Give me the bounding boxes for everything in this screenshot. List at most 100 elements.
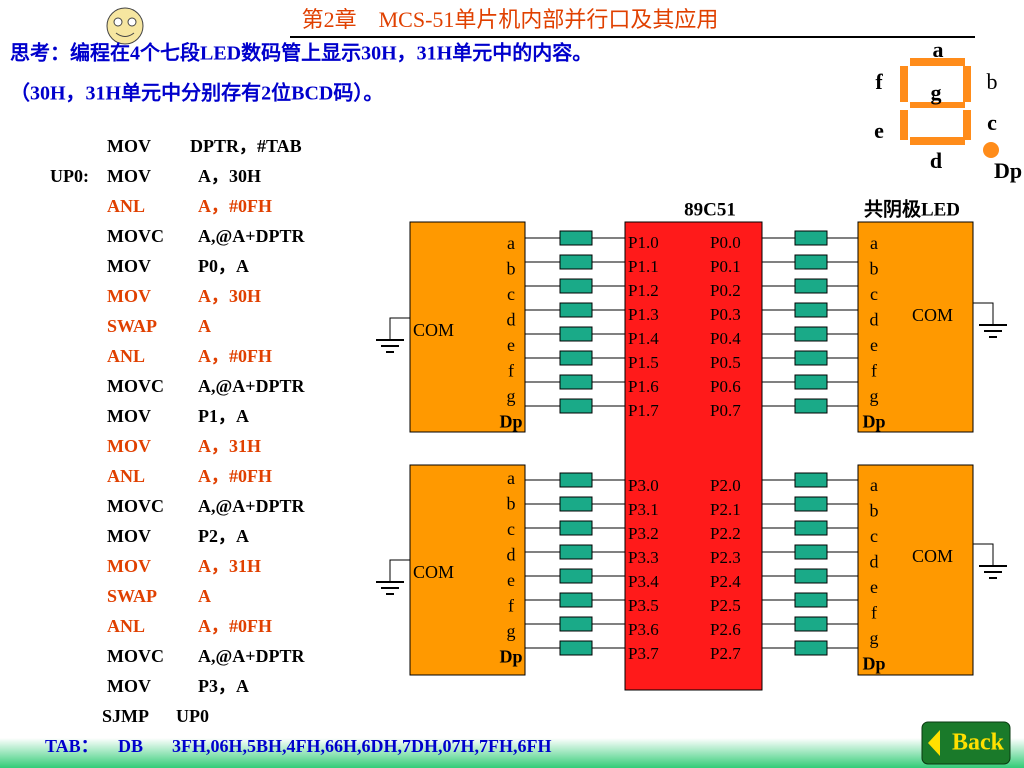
led-box xyxy=(857,221,974,433)
led-com: COM xyxy=(413,320,454,340)
tab-label: TAB： xyxy=(45,736,99,756)
resistor xyxy=(559,350,593,366)
code-arg: DPTR，#TAB xyxy=(190,136,302,156)
chip-pin: P3.1 xyxy=(628,500,659,519)
segment-label: b xyxy=(987,69,998,94)
code-op: MOV xyxy=(107,406,151,426)
led-com: COM xyxy=(912,305,953,325)
chip-pin: P0.2 xyxy=(710,281,741,300)
led-pin: g xyxy=(507,386,516,406)
code-arg: P3，A xyxy=(198,676,249,696)
resistor xyxy=(559,278,593,294)
code-op: MOV xyxy=(107,676,151,696)
ground-wire xyxy=(389,317,410,340)
resistor xyxy=(794,544,828,560)
code-arg: P1，A xyxy=(198,406,249,426)
led-pin: a xyxy=(507,468,515,488)
resistor xyxy=(794,398,828,414)
chip-pin: P3.4 xyxy=(628,572,659,591)
seven-segment xyxy=(900,58,999,158)
led-pin: f xyxy=(508,361,514,381)
resistor xyxy=(559,568,593,584)
resistor xyxy=(794,326,828,342)
led-pin: a xyxy=(870,233,878,253)
resistor xyxy=(794,568,828,584)
code-op: SWAP xyxy=(107,316,157,336)
segment-label: a xyxy=(933,37,944,62)
resistor xyxy=(559,544,593,560)
code-op: SWAP xyxy=(107,586,157,606)
chip-pin: P2.3 xyxy=(710,548,741,567)
led-pin: g xyxy=(870,386,879,406)
led-pin: Dp xyxy=(862,654,885,674)
resistor xyxy=(559,616,593,632)
chip-pin: P2.2 xyxy=(710,524,741,543)
code-op: SJMP xyxy=(102,706,149,726)
resistor xyxy=(794,520,828,536)
resistor xyxy=(559,254,593,270)
code-arg: A,@A+DPTR xyxy=(198,376,305,396)
question: 思考：编程在4个七段LED数码管上显示30H，31H单元中的内容。 xyxy=(10,41,592,65)
ground-wire xyxy=(973,543,994,566)
code-arg: P0，A xyxy=(198,256,249,276)
code-arg: P2，A xyxy=(198,526,249,546)
chip-pin: P2.4 xyxy=(710,572,741,591)
chip-pin: P3.3 xyxy=(628,548,659,567)
resistor xyxy=(794,592,828,608)
chip-pin: P2.1 xyxy=(710,500,741,519)
led-pin: e xyxy=(507,335,515,355)
chip-pin: P1.0 xyxy=(628,233,659,252)
resistor xyxy=(559,302,593,318)
chip-pin: P0.0 xyxy=(710,233,741,252)
segment-label: f xyxy=(875,69,883,94)
resistor xyxy=(794,616,828,632)
chip-pin: P3.7 xyxy=(628,644,659,663)
chip-pin: P0.5 xyxy=(710,353,741,372)
chip-pin: P3.5 xyxy=(628,596,659,615)
code-op: ANL xyxy=(107,196,145,216)
code-op: MOV xyxy=(107,136,151,156)
resistor xyxy=(559,326,593,342)
led-box xyxy=(409,221,526,433)
chip-pin: P1.5 xyxy=(628,353,659,372)
led-pin: b xyxy=(507,259,516,279)
chip-pin: P2.0 xyxy=(710,476,741,495)
resistor xyxy=(794,278,828,294)
segment-label: c xyxy=(987,110,997,135)
code-op: ANL xyxy=(107,346,145,366)
segment-label: d xyxy=(930,148,942,173)
question: （30H，31H单元中分别存有2位BCD码）。 xyxy=(10,81,383,105)
code-op: MOV xyxy=(107,436,151,456)
code-arg: A,@A+DPTR xyxy=(198,496,305,516)
code-label: UP0: xyxy=(50,166,89,186)
back-button[interactable]: Back xyxy=(921,721,1011,765)
chip-pin: P3.2 xyxy=(628,524,659,543)
resistor xyxy=(794,374,828,390)
segment-label: Dp xyxy=(994,158,1022,183)
resistor xyxy=(559,640,593,656)
code-arg: UP0 xyxy=(176,706,209,726)
resistor xyxy=(794,230,828,246)
chip-pin: P0.1 xyxy=(710,257,741,276)
resistor xyxy=(794,496,828,512)
led-pin: c xyxy=(870,284,878,304)
resistor xyxy=(559,496,593,512)
led-pin: g xyxy=(507,621,516,641)
chip-pin: P1.4 xyxy=(628,329,659,348)
footer-band xyxy=(0,738,1024,768)
chip-pin: P2.5 xyxy=(710,596,741,615)
slide-title: 第2章 MCS-51单片机内部并行口及其应用 xyxy=(302,7,719,32)
led-pin: d xyxy=(507,310,516,330)
code-op: MOV xyxy=(107,256,151,276)
back-label[interactable]: Back xyxy=(952,730,1005,756)
led-pin: c xyxy=(870,526,878,546)
resistor xyxy=(559,230,593,246)
code-arg: A，#0FH xyxy=(198,346,272,366)
led-pin: c xyxy=(507,284,515,304)
code-arg: A，31H xyxy=(198,556,261,576)
resistor xyxy=(559,472,593,488)
code-op: MOV xyxy=(107,286,151,306)
code-op: MOV xyxy=(107,556,151,576)
face-icon xyxy=(106,7,144,45)
chip-pin: P3.6 xyxy=(628,620,659,639)
